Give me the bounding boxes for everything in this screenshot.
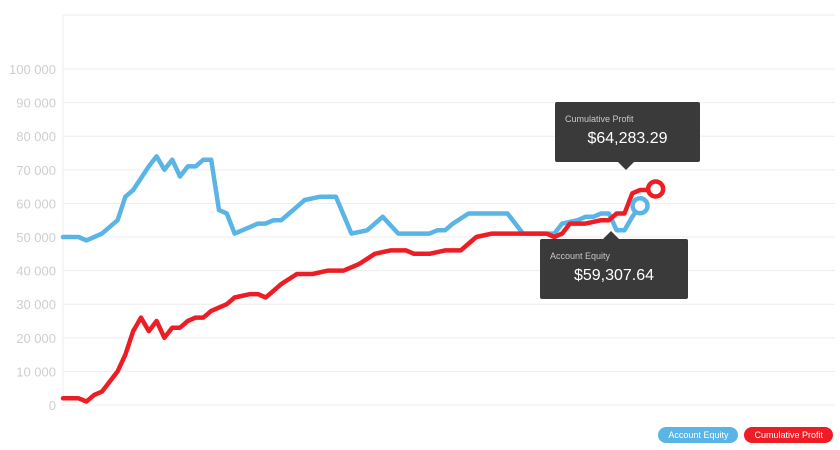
cumulative-profit-line[interactable] — [60, 186, 658, 404]
tooltip-pointer — [603, 231, 619, 239]
y-tick-label: 10 000 — [16, 364, 56, 379]
y-tick-label: 90 000 — [16, 96, 56, 111]
y-tick-label: 70 000 — [16, 163, 56, 178]
tooltip-value: $64,283.29 — [587, 130, 668, 147]
account-equity-marker[interactable] — [630, 195, 650, 216]
y-tick-label: 40 000 — [16, 264, 56, 279]
y-tick-label: 20 000 — [16, 331, 56, 346]
tooltip-pointer — [618, 162, 634, 170]
account-equity-tooltip: Account Equity $59,307.64 — [540, 231, 688, 299]
account-equity-line[interactable] — [60, 154, 643, 243]
tooltip-value: $59,307.64 — [573, 267, 655, 284]
y-tick-label: 100 000 — [9, 62, 56, 77]
chart-legend: Account Equity Cumulative Profit — [658, 427, 833, 443]
tooltip-label: Cumulative Profit — [565, 114, 634, 124]
y-tick-label: 30 000 — [16, 297, 56, 312]
legend-item-cumulative-profit[interactable]: Cumulative Profit — [744, 427, 833, 443]
y-tick-label: 0 — [49, 398, 56, 413]
y-tick-label: 50 000 — [16, 230, 56, 245]
cumulative-profit-tooltip: Cumulative Profit $64,283.29 — [555, 102, 700, 170]
cumulative-profit-marker[interactable] — [645, 179, 666, 199]
y-tick-label: 80 000 — [16, 129, 56, 144]
tooltip-label: Account Equity — [550, 251, 611, 261]
legend-item-account-equity[interactable]: Account Equity — [658, 427, 739, 443]
y-tick-label: 60 000 — [16, 196, 56, 211]
